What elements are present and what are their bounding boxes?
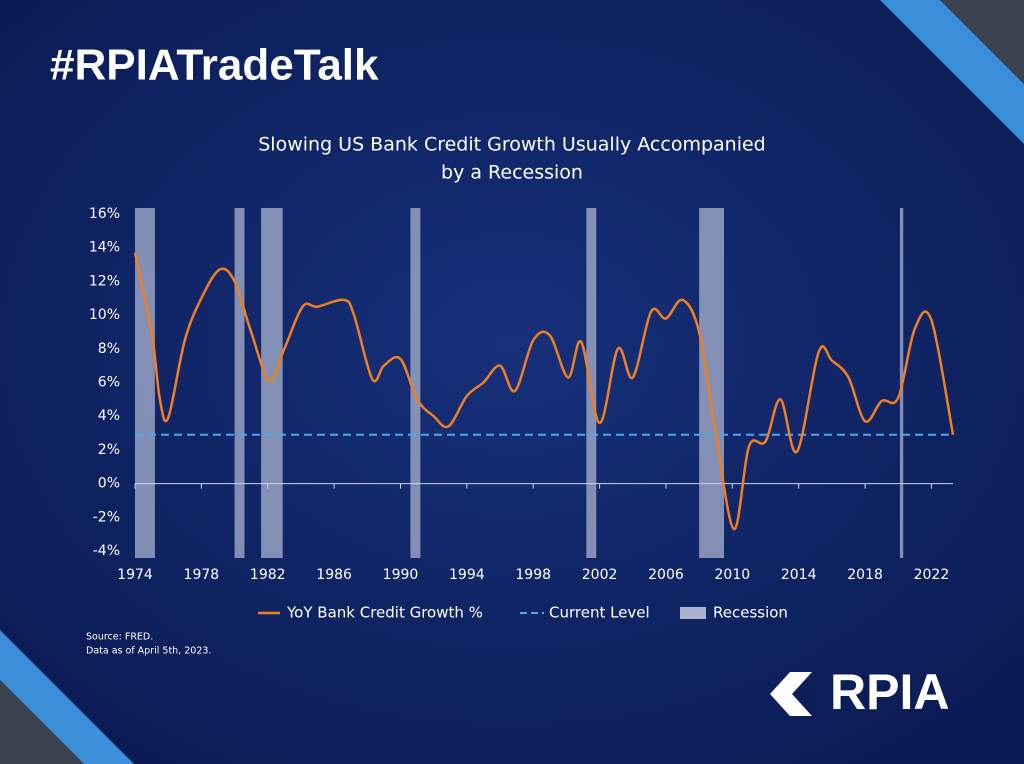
recession-band (261, 208, 283, 558)
x-tick-label: 1978 (184, 567, 220, 583)
x-tick-label: 2010 (715, 567, 751, 583)
x-tick-label: 2014 (781, 567, 817, 583)
series-line (133, 252, 955, 531)
x-tick-label: 1982 (250, 567, 286, 583)
recession-band (234, 208, 245, 558)
x-tick-label: 2018 (847, 567, 883, 583)
y-tick-label: 16% (89, 206, 120, 222)
recession-band (135, 208, 155, 558)
recession-band (699, 208, 725, 558)
x-tick-label: 2002 (582, 567, 618, 583)
y-tick-label: 6% (98, 375, 120, 391)
y-tick-label: 10% (89, 307, 120, 323)
note: Data as of April 5th, 2023. (86, 646, 211, 657)
corner-stripe (940, 0, 1024, 84)
y-tick-label: 12% (89, 273, 120, 289)
logo: RPIA (830, 664, 949, 720)
x-tick-label: 1998 (515, 567, 551, 583)
corner-stripe (0, 680, 84, 764)
legend-label: Current Level (549, 604, 650, 622)
y-tick-label: 8% (98, 341, 120, 357)
recession-band (410, 208, 421, 558)
chart-title: Slowing US Bank Credit Growth Usually Ac… (258, 134, 765, 156)
y-tick-label: -2% (93, 509, 120, 525)
x-tick-label: 1994 (449, 567, 485, 583)
x-tick-label: 2006 (648, 567, 684, 583)
x-tick-label: 1986 (316, 567, 352, 583)
x-tick-label: 2022 (914, 567, 950, 583)
corner-stripe (880, 0, 1024, 144)
x-tick-label: 1974 (117, 567, 153, 583)
x-tick-label: 1990 (383, 567, 419, 583)
legend-swatch (680, 607, 706, 619)
source: Source: FRED. (86, 632, 153, 643)
corner-stripe (0, 630, 134, 764)
y-tick-label: 2% (98, 442, 120, 458)
logo-mark (770, 672, 819, 716)
y-tick-label: 4% (98, 408, 120, 424)
hashtag: #RPIATradeTalk (50, 41, 379, 90)
y-tick-label: -4% (93, 543, 120, 559)
y-tick-label: 14% (89, 240, 120, 256)
chart-title: by a Recession (441, 162, 583, 184)
legend-label: Recession (713, 604, 788, 622)
legend-label: YoY Bank Credit Growth % (286, 604, 483, 622)
recession-band (586, 208, 597, 558)
y-tick-label: 0% (98, 476, 120, 492)
